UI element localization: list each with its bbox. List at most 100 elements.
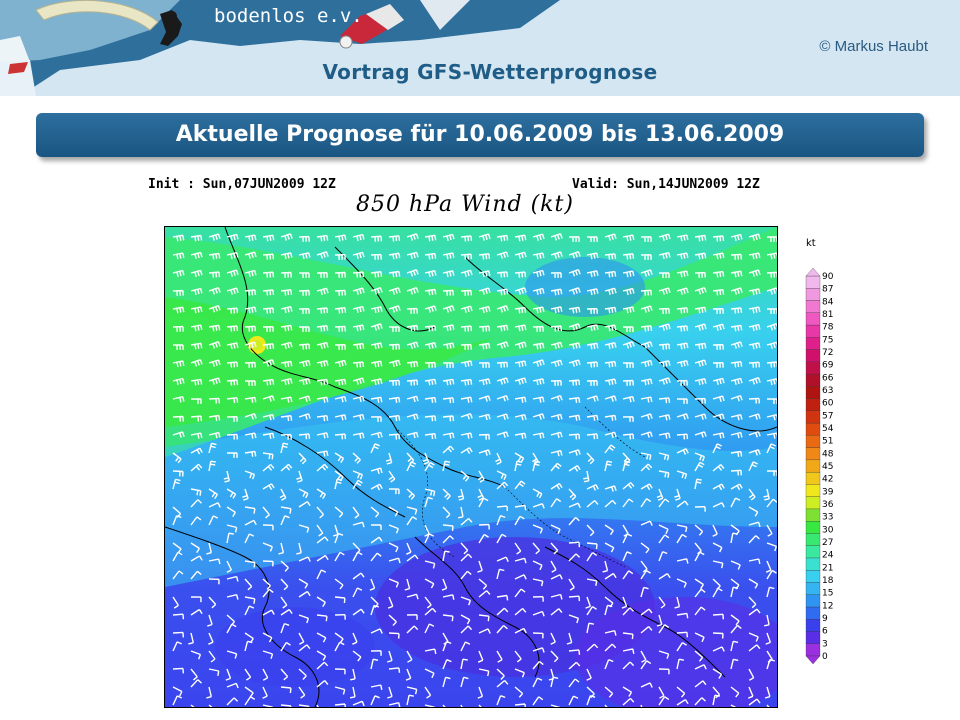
wind-barb xyxy=(388,396,401,404)
wind-barb xyxy=(208,304,221,313)
wind-barb xyxy=(370,684,383,691)
wind-barb xyxy=(226,233,239,241)
wind-barb xyxy=(730,686,740,698)
wind-barb xyxy=(388,235,401,242)
wind-barb xyxy=(280,641,291,652)
wind-barb xyxy=(532,677,543,688)
wind-barb xyxy=(712,443,722,454)
wind-barb xyxy=(298,452,307,465)
wind-barb xyxy=(208,397,220,404)
wind-barb xyxy=(622,416,634,422)
wind-barb xyxy=(262,560,274,567)
wind-barb xyxy=(442,614,454,622)
wind-barb xyxy=(496,481,509,490)
wind-barb xyxy=(352,432,365,439)
wind-barb xyxy=(586,324,599,332)
wind-barb xyxy=(766,287,777,295)
wind-barb xyxy=(604,643,617,652)
colorbar-tick-label: 9 xyxy=(822,614,828,624)
wind-barb xyxy=(244,234,257,242)
wind-barb xyxy=(622,379,634,386)
wind-barb xyxy=(604,524,614,536)
wind-barb xyxy=(586,484,599,491)
wind-barb xyxy=(694,397,706,404)
wind-barb xyxy=(622,697,635,706)
wind-barb xyxy=(604,659,614,670)
wind-barb xyxy=(298,556,311,562)
wind-barb xyxy=(387,596,394,609)
wind-barb xyxy=(712,289,725,296)
wind-barb xyxy=(532,269,545,277)
wind-barb xyxy=(442,524,454,531)
wind-barb xyxy=(477,560,483,573)
wind-barb xyxy=(550,542,559,555)
wind-barb xyxy=(640,483,653,491)
wind-barb xyxy=(532,578,544,587)
wind-barb xyxy=(334,478,343,490)
wind-barb xyxy=(460,658,468,670)
wind-barb xyxy=(352,452,361,464)
wind-barb xyxy=(388,433,401,440)
colorbar-segment xyxy=(805,484,821,497)
wind-barb xyxy=(550,704,561,707)
wind-barb xyxy=(442,445,455,454)
wind-barb xyxy=(658,432,671,439)
wind-barb xyxy=(622,648,635,654)
wind-barb xyxy=(640,289,652,296)
wind-barb xyxy=(388,470,396,483)
wind-barb xyxy=(370,271,383,278)
colorbar-segment xyxy=(805,435,821,448)
wind-barb xyxy=(226,524,238,533)
wind-barb xyxy=(496,377,509,385)
wind-barb xyxy=(568,323,581,331)
colorbar-segment xyxy=(805,324,821,338)
wind-barb xyxy=(316,415,329,422)
wind-barb xyxy=(352,251,365,259)
wind-barb xyxy=(496,668,505,680)
wind-barb xyxy=(370,378,383,386)
wind-barb xyxy=(658,452,670,461)
wind-barb xyxy=(640,650,647,663)
wind-barb xyxy=(622,460,631,472)
wind-barb xyxy=(514,324,527,332)
wind-barb xyxy=(583,470,590,483)
wind-barb xyxy=(712,560,724,569)
colorbar-segment xyxy=(805,471,821,485)
wind-barb xyxy=(406,233,419,241)
wind-barb xyxy=(586,236,598,243)
wind-barb xyxy=(424,342,437,350)
wind-barb xyxy=(550,431,563,439)
wind-barb xyxy=(496,234,509,242)
wind-barb xyxy=(386,650,393,663)
wind-barb xyxy=(496,533,507,544)
wind-barb xyxy=(550,288,563,296)
wind-barb xyxy=(352,305,365,313)
wind-barb xyxy=(424,648,437,655)
wind-barb xyxy=(226,269,239,277)
wind-barb xyxy=(658,470,670,478)
wind-barb xyxy=(748,342,761,350)
wind-barb xyxy=(388,542,399,553)
wind-barb xyxy=(370,396,383,403)
wind-barb xyxy=(262,432,275,439)
wind-barb xyxy=(280,252,293,260)
wind-barb xyxy=(442,640,452,652)
wind-barb xyxy=(190,269,203,277)
wind-barb xyxy=(622,570,634,580)
wind-barb xyxy=(496,413,509,420)
wind-barb xyxy=(764,614,770,627)
wind-barb xyxy=(514,341,527,349)
colorbar-tick-label: 63 xyxy=(822,386,833,396)
wind-barb xyxy=(262,524,274,531)
colorbar-tick-label: 6 xyxy=(822,627,828,637)
wind-barb xyxy=(208,359,221,367)
wind-barb xyxy=(370,552,382,562)
wind-barb xyxy=(226,506,236,517)
wind-barb xyxy=(586,414,599,421)
wind-barb xyxy=(496,271,509,278)
wind-barb xyxy=(568,306,581,314)
wind-barb xyxy=(352,342,365,350)
wind-barb xyxy=(514,234,527,242)
wind-barb xyxy=(370,253,382,260)
wind-barb xyxy=(406,650,413,663)
